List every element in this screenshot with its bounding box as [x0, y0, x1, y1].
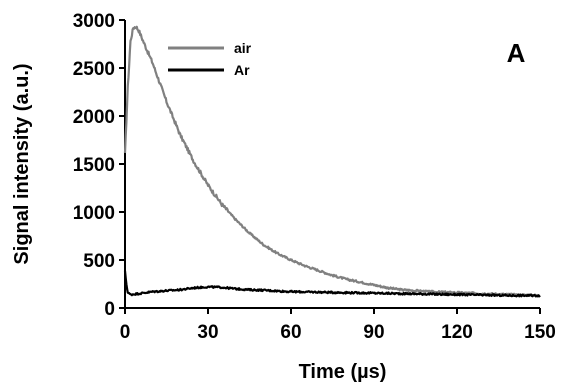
series-line-ar — [123, 270, 541, 298]
x-tick-label: 60 — [280, 322, 301, 343]
x-tick-label: 0 — [120, 322, 131, 343]
y-tick-label: 1500 — [73, 155, 115, 176]
x-tick-label: 150 — [524, 322, 556, 343]
series-line-air — [123, 25, 541, 298]
y-tick-label: 2000 — [73, 107, 115, 128]
axes — [124, 20, 540, 309]
y-tick-label: 2500 — [73, 59, 115, 80]
ticks: 0 500 1000 1500 2000 2500 3000 0 30 60 90 120 150 — [73, 11, 556, 343]
legend-label-air: air — [234, 40, 252, 56]
x-tick-label: 90 — [363, 322, 384, 343]
panel-label: A — [507, 38, 526, 68]
x-tick-label: 120 — [441, 322, 473, 343]
legend-label-ar: Ar — [234, 62, 250, 78]
y-tick-label: 1000 — [73, 203, 115, 224]
series — [123, 25, 541, 298]
y-tick-label: 0 — [104, 299, 115, 320]
x-axis-title: Time (µs) — [299, 361, 387, 383]
legend: air Ar — [168, 40, 252, 78]
y-axis-title: Signal intensity (a.u.) — [11, 63, 33, 264]
y-tick-label: 500 — [83, 251, 115, 272]
x-tick-label: 30 — [197, 322, 218, 343]
y-tick-label: 3000 — [73, 11, 115, 32]
